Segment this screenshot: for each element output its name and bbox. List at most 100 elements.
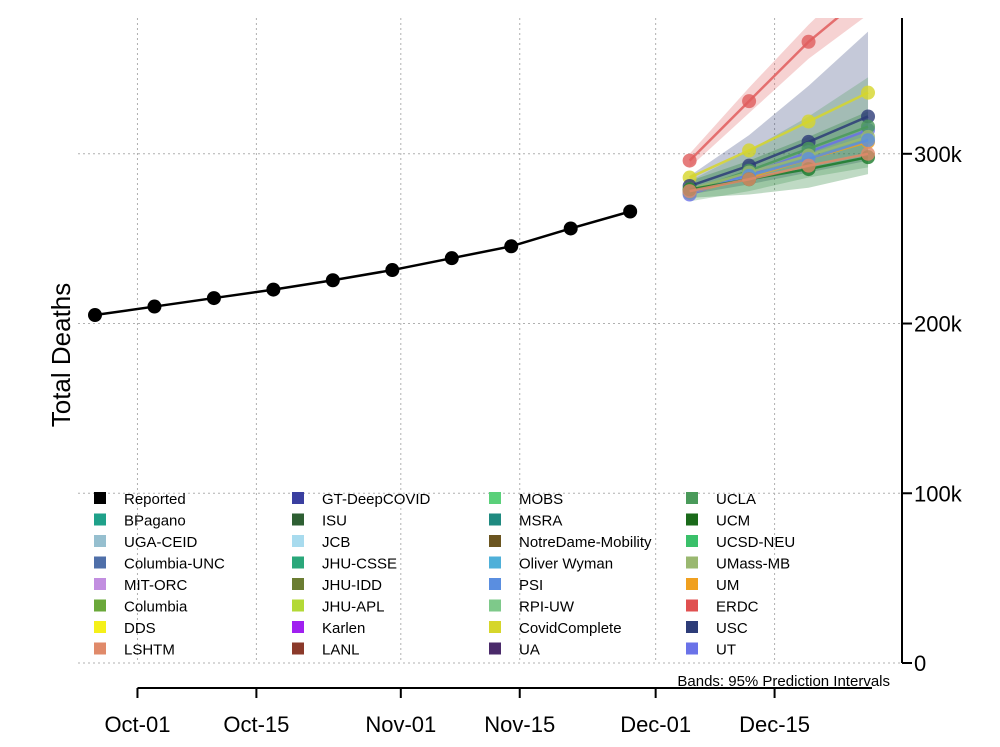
reported-point	[504, 239, 519, 254]
x-tick-label: Nov-15	[484, 712, 555, 737]
legend-entry: ISU	[322, 513, 347, 530]
legend-swatch	[94, 578, 106, 590]
legend-swatch	[94, 535, 106, 547]
legend-swatch	[94, 599, 106, 612]
reported-point	[444, 251, 459, 266]
y-tick-label: 0	[914, 651, 926, 676]
y-axis-label: Total Deaths	[46, 283, 76, 428]
legend-entry: UA	[519, 642, 540, 659]
x-tick-label: Oct-15	[223, 712, 289, 737]
forecast-point	[801, 158, 816, 173]
legend-swatch	[489, 535, 501, 547]
legend-entry: Columbia-UNC	[124, 556, 225, 573]
legend-swatch	[292, 535, 304, 547]
legend-swatch	[489, 556, 501, 569]
legend-entry: LSHTM	[124, 642, 175, 659]
reported-point	[385, 263, 400, 278]
legend-swatch	[686, 578, 698, 590]
forecast-line	[689, 115, 869, 188]
legend-swatch	[489, 621, 501, 633]
reported-point	[325, 273, 340, 288]
forecast-point	[742, 143, 757, 158]
reported-point	[266, 282, 281, 297]
legend-swatch	[686, 556, 698, 569]
legend-entry: DDS	[124, 620, 156, 637]
x-tick-label: Dec-01	[620, 712, 691, 737]
legend-swatch	[292, 556, 304, 569]
legend-entry: Columbia	[124, 599, 188, 616]
legend-entry: Karlen	[322, 620, 365, 637]
legend-entry: UT	[716, 642, 736, 659]
legend-entry: UCLA	[716, 491, 756, 508]
legend-swatch	[292, 642, 304, 655]
legend-entry: UCM	[716, 513, 750, 530]
series-layer	[87, 18, 876, 323]
forecast-point	[861, 133, 876, 148]
legend-swatch	[292, 599, 304, 612]
legend-entry: ERDC	[716, 599, 759, 616]
legend-swatch	[686, 621, 698, 633]
legend-swatch	[489, 492, 501, 504]
forecast-point	[682, 184, 697, 199]
legend-swatch	[292, 578, 304, 590]
forecast-point	[801, 34, 816, 49]
reported-point	[563, 221, 578, 236]
legend-swatch	[292, 513, 304, 526]
legend-swatch	[94, 621, 106, 633]
legend-entry: JHU-CSSE	[322, 556, 397, 573]
forecast-point	[861, 109, 876, 124]
forecast-line	[689, 152, 869, 193]
x-tick-label: Oct-01	[104, 712, 170, 737]
y-tick-label: 300k	[914, 142, 963, 167]
forecast-point	[682, 153, 697, 168]
legend-entry: JHU-APL	[322, 599, 385, 616]
forecast-point	[801, 114, 816, 129]
legend-swatch	[94, 513, 106, 526]
legend-swatch	[292, 492, 304, 504]
legend-entry: MSRA	[519, 513, 562, 530]
legend-entry: CovidComplete	[519, 620, 622, 637]
reported-point	[623, 204, 638, 219]
forecast-point	[861, 85, 876, 100]
legend-entry: NotreDame-Mobility	[519, 534, 652, 551]
reported-point	[206, 291, 221, 306]
x-tick-label: Nov-01	[365, 712, 436, 737]
forecast-line	[689, 135, 869, 191]
legend-swatch	[292, 621, 304, 633]
legend-entry: Oliver Wyman	[519, 556, 613, 573]
reported-point	[87, 308, 102, 323]
legend-swatch	[686, 535, 698, 547]
legend-swatch	[686, 492, 698, 504]
legend-entry: JCB	[322, 534, 350, 551]
bands-note: Bands: 95% Prediction Intervals	[677, 673, 890, 690]
prediction-bands	[689, 18, 869, 202]
legend-swatch	[94, 642, 106, 655]
reported-point	[147, 299, 162, 314]
y-tick-label: 100k	[914, 481, 963, 506]
forecast-point	[861, 119, 876, 134]
forecast-point	[742, 94, 757, 109]
legend-entry: USC	[716, 620, 748, 637]
legend-entry: LANL	[322, 642, 360, 659]
legend-entry: MIT-ORC	[124, 577, 187, 594]
reported-line	[94, 210, 631, 317]
legend-swatch	[489, 513, 501, 526]
forecast-line	[688, 18, 840, 162]
legend-swatch	[94, 492, 106, 504]
forecast-point	[861, 146, 876, 161]
forecast-point	[742, 172, 757, 187]
legend-swatch	[686, 599, 698, 612]
legend-swatch	[686, 642, 698, 655]
legend-swatch	[686, 513, 698, 526]
legend-entry: UMass-MB	[716, 556, 790, 573]
legend-entry: Reported	[124, 491, 186, 508]
legend-entry: UGA-CEID	[124, 534, 198, 551]
legend-entry: PSI	[519, 577, 543, 594]
legend-entry: UCSD-NEU	[716, 534, 795, 551]
y-tick-label: 200k	[914, 312, 963, 337]
legend-swatch	[489, 642, 501, 655]
legend-entry: MOBS	[519, 491, 563, 508]
legend-swatch	[489, 599, 501, 612]
x-tick-label: Dec-15	[739, 712, 810, 737]
